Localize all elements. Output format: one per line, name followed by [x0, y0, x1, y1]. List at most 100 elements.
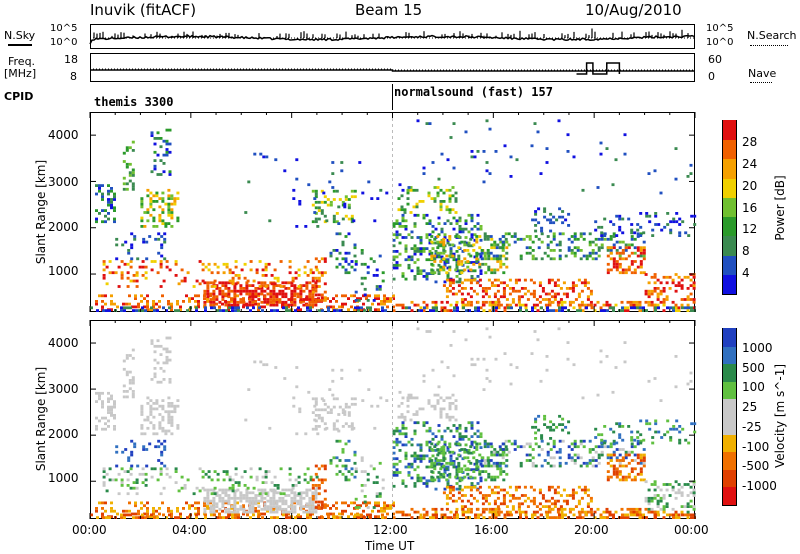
velocity-cell — [298, 407, 302, 411]
power-cell — [236, 303, 240, 307]
velocity-cell — [314, 425, 318, 428]
velocity-cell — [689, 491, 693, 495]
velocity-cell — [538, 491, 542, 495]
velocity-cell — [413, 421, 417, 425]
power-cell — [161, 294, 164, 298]
power-cell — [186, 271, 190, 275]
power-cell — [314, 287, 318, 290]
velocity-cell — [493, 491, 497, 495]
power-cell — [455, 263, 459, 267]
velocity-cell — [113, 427, 116, 431]
velocity-cell — [464, 435, 468, 438]
power-cell — [410, 230, 414, 234]
power-cell — [195, 279, 199, 283]
velocity-cell — [159, 367, 163, 370]
power-cell — [535, 303, 539, 307]
velocity-cell — [650, 499, 654, 503]
power-cell — [126, 285, 130, 288]
power-cell — [358, 161, 362, 164]
velocity-cell — [381, 516, 384, 519]
power-cell — [449, 303, 453, 307]
velocity-cell — [502, 496, 506, 500]
power-cell — [311, 284, 315, 287]
velocity-cell — [488, 510, 492, 514]
velocity-cell — [490, 491, 494, 495]
velocity-cell — [269, 510, 273, 514]
velocity-cell — [436, 442, 440, 446]
velocity-cell — [442, 453, 446, 457]
velocity-cell — [532, 496, 536, 500]
power-cell — [335, 257, 339, 261]
power-cell — [588, 254, 592, 258]
velocity-cell — [392, 473, 396, 477]
power-cell — [314, 289, 318, 293]
power-cell — [128, 162, 132, 166]
power-cell — [317, 206, 321, 210]
velocity-cell — [692, 513, 696, 517]
velocity-cell — [366, 513, 369, 517]
power-cell — [129, 260, 133, 263]
power-cell — [627, 265, 631, 269]
power-cell — [176, 216, 180, 220]
colorbar-segment — [723, 197, 736, 218]
velocity-cell — [498, 453, 502, 457]
velocity-cell — [201, 486, 205, 490]
velocity-cell — [466, 467, 470, 471]
power-cell — [326, 203, 330, 207]
power-cell — [585, 254, 589, 258]
power-cell — [233, 303, 237, 307]
power-cell — [561, 232, 565, 236]
power-cell — [481, 262, 485, 266]
velocity-cell — [433, 407, 437, 411]
velocity-cell — [589, 496, 593, 500]
velocity-cell — [553, 505, 557, 508]
power-cell — [375, 274, 379, 277]
velocity-cell — [410, 516, 414, 519]
power-cell — [446, 275, 450, 278]
power-cell — [493, 246, 497, 250]
velocity-cell — [278, 507, 282, 511]
power-ytick: 4000 — [48, 128, 79, 142]
power-cell — [615, 240, 619, 244]
velocity-cell — [357, 516, 360, 519]
power-cell — [140, 197, 144, 200]
power-cell — [400, 208, 404, 212]
velocity-cell — [362, 509, 365, 513]
power-cell — [308, 303, 312, 307]
velocity-cell — [135, 492, 139, 496]
power-cell — [478, 284, 482, 287]
power-cell — [206, 292, 210, 296]
power-cell — [275, 303, 279, 307]
velocity-cell — [493, 475, 497, 479]
velocity-cell — [203, 507, 207, 511]
velocity-cell — [176, 507, 179, 510]
velocity-cell — [692, 488, 696, 492]
velocity-cell — [326, 405, 330, 409]
power-cell — [314, 293, 318, 297]
power-cell — [686, 287, 690, 290]
power-cell — [344, 235, 348, 238]
velocity-cell — [392, 440, 396, 444]
power-cell — [460, 292, 464, 296]
velocity-cell — [633, 438, 637, 442]
power-cell — [357, 299, 361, 302]
power-cell — [215, 295, 219, 299]
power-cell — [606, 262, 610, 266]
velocity-cell — [195, 486, 199, 490]
power-cell — [600, 246, 604, 250]
power-cell — [507, 232, 511, 236]
power-cell — [170, 302, 173, 306]
velocity-cell — [465, 516, 468, 519]
velocity-cell — [437, 462, 441, 466]
velocity-cell — [511, 507, 515, 511]
velocity-cell — [416, 473, 420, 477]
power-cell — [398, 241, 402, 245]
velocity-cell — [647, 507, 651, 511]
velocity-cell — [537, 445, 541, 449]
velocity-cell — [164, 410, 168, 414]
power-cell — [377, 302, 380, 306]
power-cell — [221, 292, 225, 296]
power-cell — [257, 302, 260, 306]
velocity-cell — [493, 453, 497, 457]
velocity-cell — [375, 495, 379, 498]
